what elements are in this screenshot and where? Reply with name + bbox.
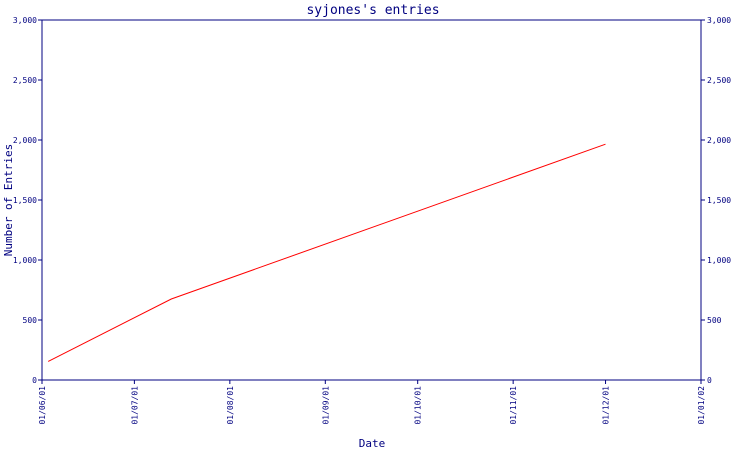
y-tick-label-left: 3,000 bbox=[13, 16, 37, 25]
y-axis-left: 0 500 1,000 1,500 2,000 2,500 3,000 bbox=[13, 16, 42, 385]
y-tick-label-right: 1,000 bbox=[707, 256, 731, 265]
y-tick-label-left: 0 bbox=[32, 376, 37, 385]
y-axis-label: Number of Entries bbox=[2, 144, 15, 257]
x-tick-label: 01/11/01 bbox=[509, 386, 518, 425]
y-tick-label-right: 0 bbox=[707, 376, 712, 385]
y-axis-right: 0 500 1,000 1,500 2,000 2,500 3,000 bbox=[701, 16, 731, 385]
x-tick-label: 01/06/01 bbox=[38, 386, 47, 425]
y-tick-label-left: 1,000 bbox=[13, 256, 37, 265]
y-tick-label-left: 500 bbox=[23, 316, 38, 325]
x-tick-label: 01/07/01 bbox=[130, 386, 139, 425]
x-axis-label: Date bbox=[359, 437, 386, 450]
x-tick-label: 01/12/01 bbox=[602, 386, 611, 425]
plot-frame bbox=[41, 19, 702, 381]
series-group bbox=[47, 143, 606, 362]
chart-title: syjones's entries bbox=[306, 3, 439, 18]
y-tick-label-right: 3,000 bbox=[707, 16, 731, 25]
y-tick-label-right: 2,500 bbox=[707, 76, 731, 85]
x-axis: 01/06/01 01/07/01 01/08/01 01/09/01 01/10/01… bbox=[38, 380, 706, 425]
y-tick-label-left: 1,500 bbox=[13, 196, 37, 205]
x-tick-label: 01/01/02 bbox=[697, 386, 706, 425]
y-tick-label-left: 2,000 bbox=[13, 136, 37, 145]
x-tick-label: 01/10/01 bbox=[414, 386, 423, 425]
y-tick-label-right: 2,000 bbox=[707, 136, 731, 145]
y-tick-label-right: 500 bbox=[707, 316, 722, 325]
x-tick-label: 01/08/01 bbox=[226, 386, 235, 425]
y-tick-label-right: 1,500 bbox=[707, 196, 731, 205]
x-tick-label: 01/09/01 bbox=[321, 386, 330, 425]
y-tick-label-left: 2,500 bbox=[13, 76, 37, 85]
series-line bbox=[47, 143, 606, 362]
